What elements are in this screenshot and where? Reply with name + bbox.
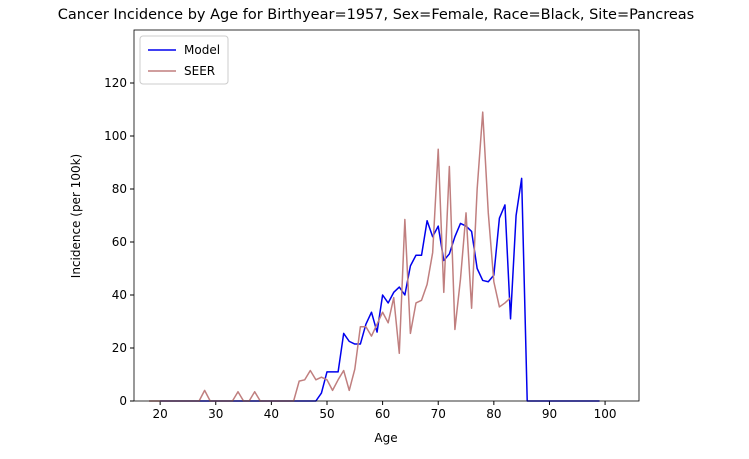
x-axis-label: Age [374,431,397,445]
x-tick-label: 60 [375,407,390,421]
x-tick-label: 50 [319,407,334,421]
x-tick-label: 20 [152,407,167,421]
y-tick-label: 60 [112,235,127,249]
legend-label: SEER [184,64,215,78]
x-tick-label: 100 [594,407,617,421]
x-tick-label: 90 [542,407,557,421]
y-tick-label: 20 [112,341,127,355]
series-line [149,111,512,402]
y-tick-label: 0 [119,394,127,408]
x-tick-label: 40 [264,407,279,421]
chart-title: Cancer Incidence by Age for Birthyear=19… [58,7,695,23]
legend-label: Model [184,43,220,57]
x-tick-label: 30 [208,407,223,421]
y-axis-label: Incidence (per 100k) [69,154,83,278]
y-tick-label: 80 [112,182,127,196]
y-tick-label: 40 [112,288,127,302]
legend-box [139,35,229,85]
plot-frame [133,29,640,402]
x-tick-label: 70 [431,407,446,421]
y-tick-label: 120 [104,76,127,90]
x-tick-label: 80 [486,407,501,421]
y-tick-label: 100 [104,129,127,143]
